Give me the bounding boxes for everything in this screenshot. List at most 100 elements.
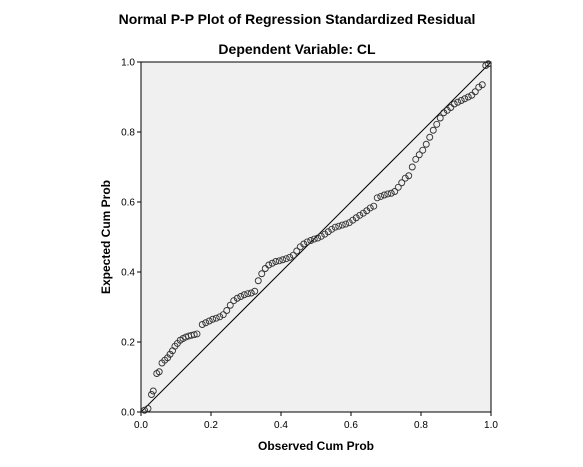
data-point	[394, 183, 402, 191]
chart-title: Normal P-P Plot of Regression Standardiz…	[119, 11, 476, 27]
data-point	[433, 120, 441, 128]
data-point	[429, 126, 437, 134]
data-points	[141, 60, 492, 414]
data-point	[349, 216, 357, 224]
x-tick-label: 0.0	[134, 420, 148, 431]
data-point	[345, 219, 353, 227]
data-point	[464, 93, 472, 101]
data-point	[310, 235, 318, 243]
data-point	[352, 214, 360, 222]
data-point	[233, 294, 241, 302]
y-tick-label: 0.8	[121, 128, 135, 139]
data-point	[209, 315, 217, 323]
data-point	[335, 222, 343, 230]
data-point	[478, 81, 486, 89]
x-tick-label: 0.8	[414, 420, 428, 431]
data-point	[212, 314, 220, 322]
x-tick-label: 0.4	[274, 420, 288, 431]
data-point	[450, 100, 458, 108]
data-point	[405, 172, 413, 180]
x-axis-ticks: 0.0 0.2 0.4 0.6 0.8 1.0	[134, 412, 498, 431]
data-point	[387, 189, 395, 197]
data-point	[293, 247, 301, 255]
data-point	[149, 387, 157, 395]
data-point	[324, 228, 332, 236]
data-point	[328, 225, 336, 233]
data-point	[380, 191, 388, 199]
data-point	[254, 277, 262, 285]
data-point	[468, 91, 476, 99]
data-point	[279, 256, 287, 264]
data-point	[144, 405, 152, 412]
data-point	[412, 155, 420, 163]
data-point	[303, 238, 311, 246]
data-point	[321, 230, 329, 238]
data-point	[415, 151, 423, 159]
chart-subtitle: Dependent Variable: CL	[218, 41, 376, 57]
data-point	[461, 95, 469, 103]
data-point	[331, 223, 339, 231]
data-point	[251, 287, 259, 295]
y-tick-label: 0.4	[121, 268, 135, 279]
data-point	[155, 368, 163, 376]
data-point	[261, 265, 269, 272]
data-point	[366, 204, 374, 212]
data-point	[247, 289, 255, 297]
data-point	[190, 331, 198, 339]
x-tick-label: 0.2	[204, 420, 218, 431]
data-point	[475, 83, 483, 91]
y-tick-label: 1.0	[121, 58, 135, 69]
data-point	[457, 97, 465, 104]
data-point	[230, 297, 238, 305]
data-point	[454, 98, 462, 106]
data-point	[219, 311, 227, 319]
data-point	[484, 60, 492, 68]
data-point	[359, 209, 367, 217]
data-point	[317, 232, 325, 240]
data-point	[307, 237, 315, 244]
data-point	[282, 255, 290, 263]
data-point	[205, 317, 213, 325]
x-axis-label: Observed Cum Prob	[258, 439, 374, 453]
data-point	[419, 146, 427, 154]
data-point	[223, 307, 231, 314]
data-point	[338, 221, 346, 229]
data-point	[244, 290, 252, 298]
data-point	[198, 321, 206, 328]
data-point	[166, 350, 174, 358]
data-point	[265, 261, 273, 269]
data-point	[377, 192, 385, 200]
y-axis-label: Expected Cum Prob	[99, 180, 113, 294]
data-point	[314, 234, 322, 242]
x-tick-label: 0.6	[344, 420, 358, 431]
data-point	[356, 211, 364, 219]
data-point	[268, 259, 276, 267]
data-point	[471, 88, 479, 96]
data-point	[272, 258, 280, 265]
data-point	[240, 291, 248, 299]
data-point	[447, 104, 455, 111]
data-point	[164, 354, 172, 362]
data-point	[373, 194, 381, 202]
data-point	[289, 251, 297, 259]
y-tick-label: 0.0	[121, 408, 135, 419]
data-point	[226, 301, 234, 309]
data-point	[440, 109, 448, 117]
data-point	[342, 220, 350, 228]
data-point	[216, 313, 224, 321]
data-point	[408, 163, 416, 171]
data-point	[202, 319, 210, 327]
data-point	[148, 391, 155, 398]
data-point	[258, 270, 266, 278]
data-point	[384, 190, 392, 198]
data-point	[237, 293, 245, 300]
y-axis-ticks: 0.0 0.2 0.4 0.6 0.8 1.0	[121, 58, 141, 419]
data-point	[193, 330, 201, 338]
data-point	[398, 179, 406, 187]
data-point	[422, 140, 430, 148]
data-point	[370, 202, 378, 210]
data-point	[436, 114, 444, 122]
data-point	[300, 240, 308, 248]
y-tick-label: 0.6	[121, 198, 135, 209]
